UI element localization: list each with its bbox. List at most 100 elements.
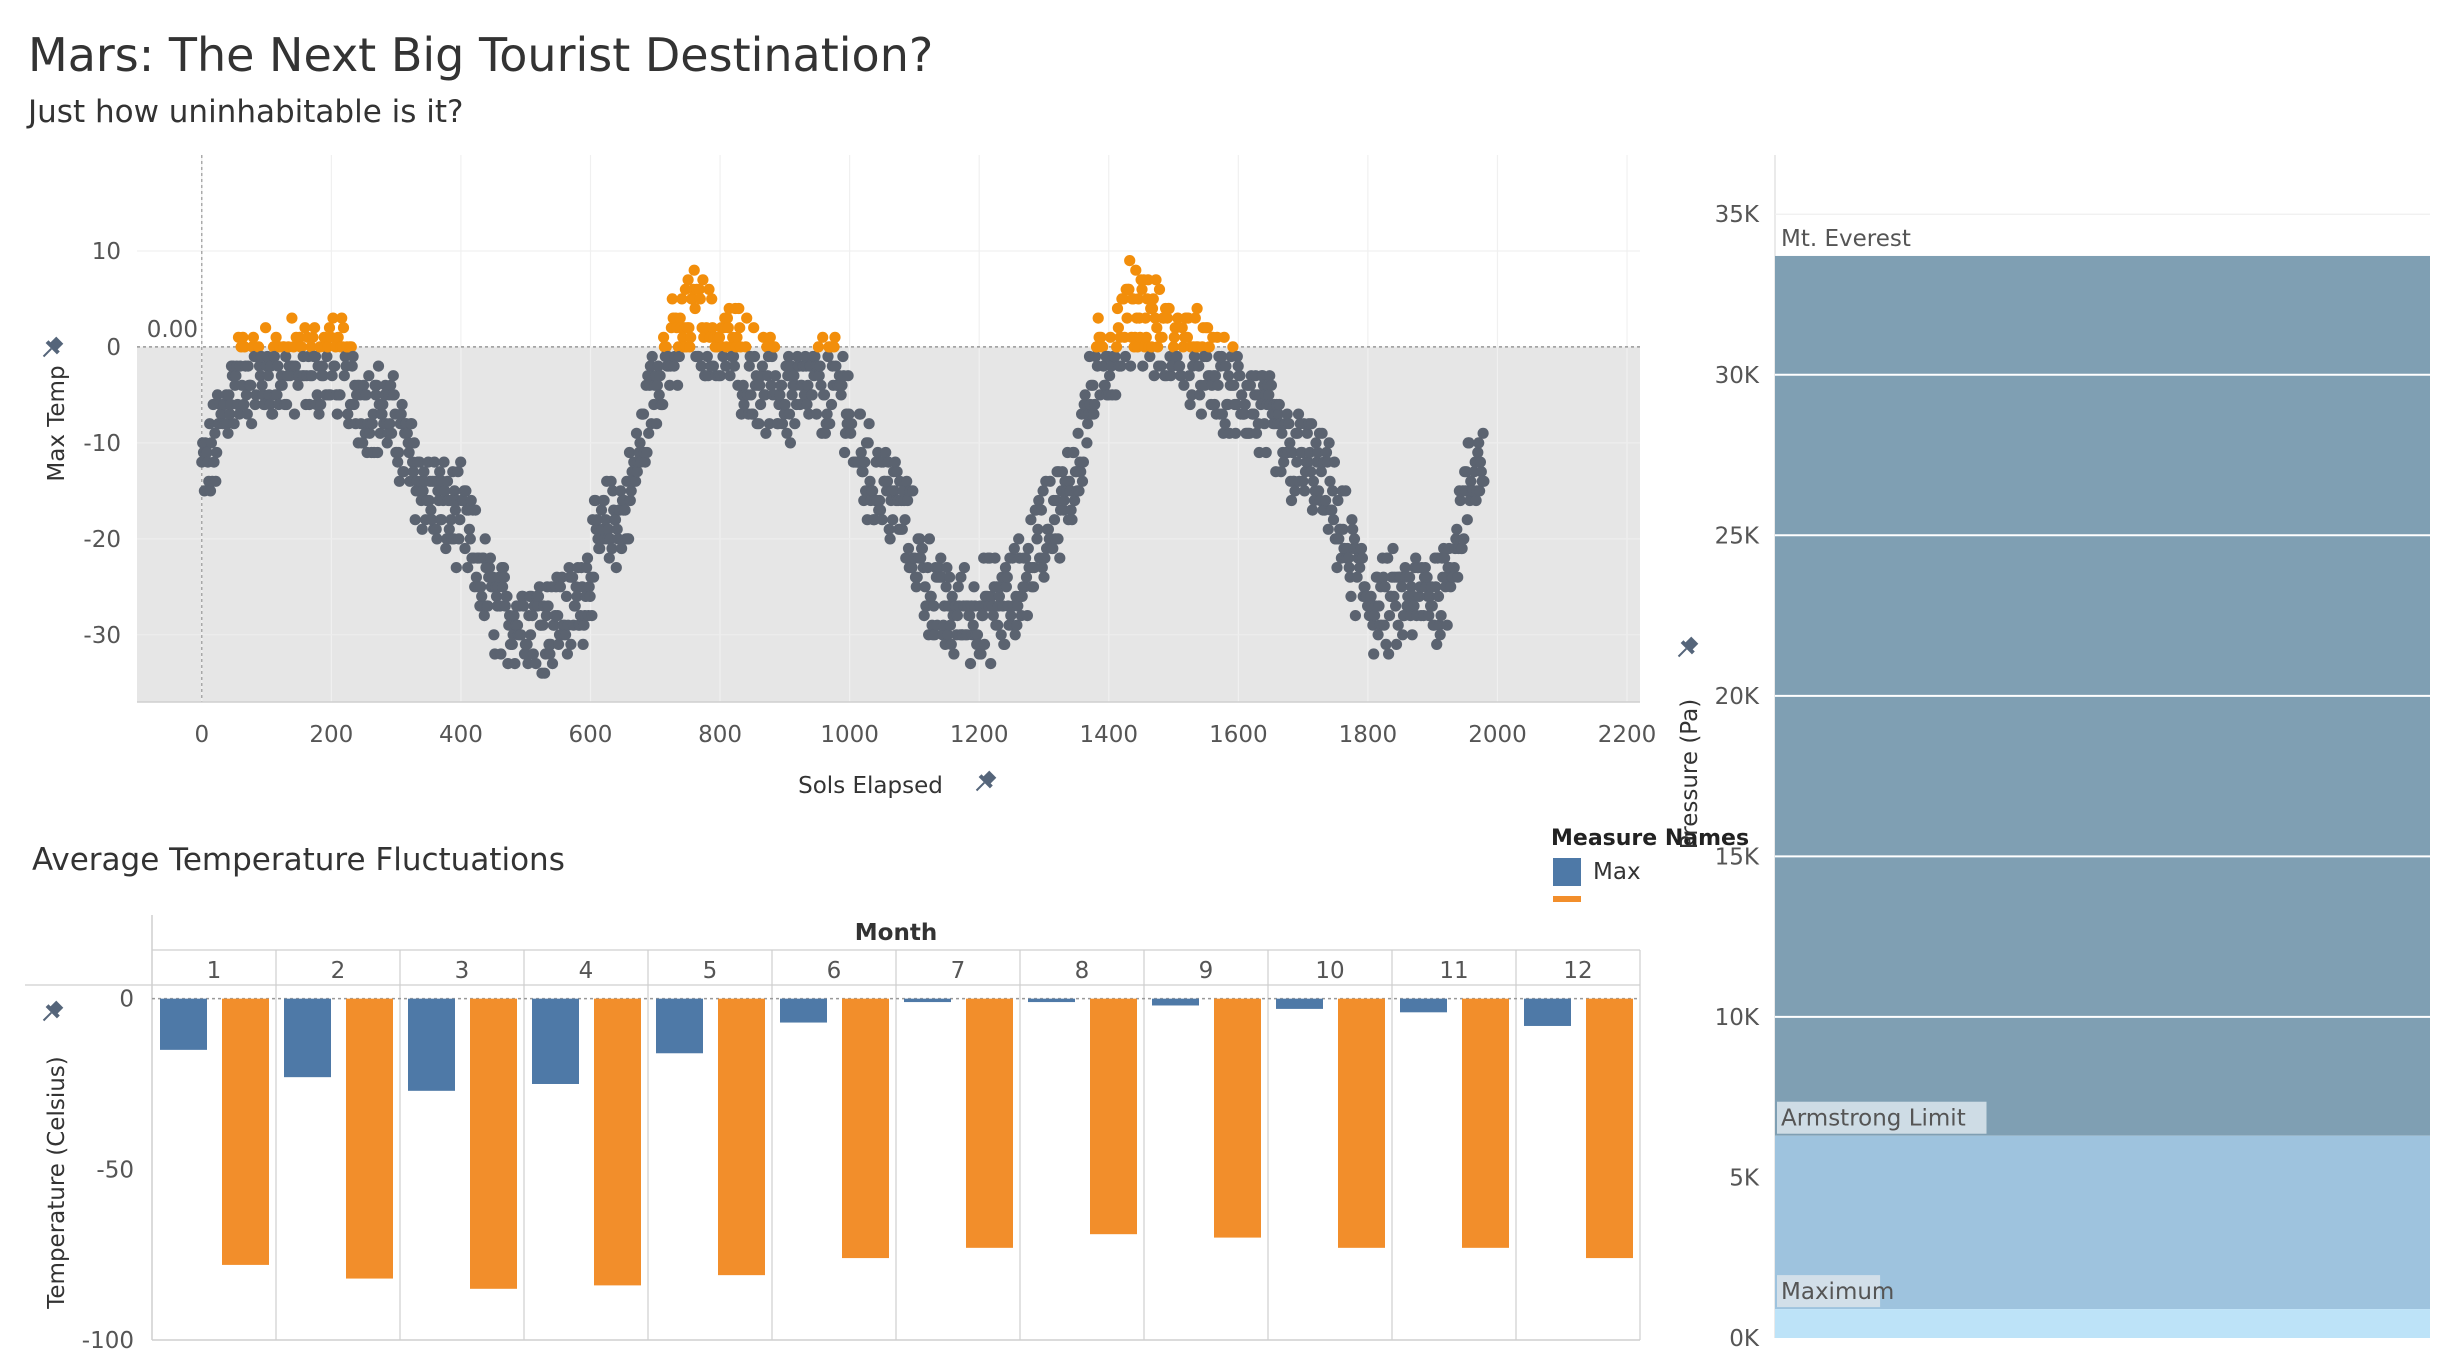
scatter-point[interactable]: [902, 494, 914, 507]
scatter-point[interactable]: [469, 504, 482, 516]
scatter-point[interactable]: [581, 552, 594, 564]
scatter-point[interactable]: [1036, 562, 1048, 574]
scatter-point[interactable]: [652, 360, 664, 372]
scatter-point[interactable]: [891, 466, 903, 478]
scatter-point[interactable]: [946, 590, 958, 603]
scatter-point[interactable]: [210, 475, 222, 487]
scatter-point[interactable]: [769, 341, 781, 353]
scatter-point[interactable]: [701, 350, 713, 363]
scatter-point[interactable]: [881, 475, 894, 487]
scatter-point[interactable]: [1209, 370, 1221, 382]
month-header-label[interactable]: 6: [827, 958, 842, 984]
scatter-point[interactable]: [475, 581, 487, 593]
scatter-point[interactable]: [532, 590, 545, 603]
scatter-point[interactable]: [556, 571, 568, 583]
scatter-point[interactable]: [1333, 533, 1345, 545]
scatter-point[interactable]: [783, 408, 796, 420]
scatter-point[interactable]: [560, 629, 572, 641]
scatter-point[interactable]: [567, 571, 579, 583]
scatter-point[interactable]: [337, 322, 350, 334]
scatter-point[interactable]: [506, 638, 518, 651]
scatter-point[interactable]: [868, 514, 880, 526]
scatter-point[interactable]: [366, 418, 378, 430]
scatter-point[interactable]: [623, 533, 635, 545]
month-header-label[interactable]: 10: [1315, 958, 1344, 984]
scatter-point[interactable]: [658, 331, 670, 343]
scatter-point[interactable]: [426, 514, 438, 526]
scatter-point[interactable]: [1089, 398, 1101, 411]
scatter-point[interactable]: [418, 466, 430, 478]
scatter-point[interactable]: [602, 523, 615, 535]
scatter-point[interactable]: [1238, 408, 1250, 420]
scatter-point[interactable]: [1020, 571, 1033, 583]
x-axis-title[interactable]: Sols Elapsed: [798, 773, 943, 799]
scatter-point[interactable]: [1124, 255, 1136, 267]
scatter-point[interactable]: [1320, 494, 1332, 507]
scatter-point[interactable]: [625, 485, 637, 497]
scatter-point[interactable]: [769, 370, 782, 382]
scatter-point[interactable]: [1327, 514, 1340, 526]
bar-min[interactable]: [966, 998, 1013, 1248]
max-temp-scatter-chart[interactable]: 0.00 0 200 400 600 800 1000 1200 1400 1600 1800 200…: [0, 0, 1690, 820]
scatter-point[interactable]: [208, 456, 220, 468]
scatter-point[interactable]: [630, 475, 642, 487]
scatter-point[interactable]: [526, 610, 539, 622]
scatter-point[interactable]: [288, 408, 301, 420]
scatter-point[interactable]: [1008, 542, 1020, 555]
scatter-point[interactable]: [237, 331, 249, 343]
scatter-point[interactable]: [1230, 427, 1242, 439]
scatter-point[interactable]: [683, 322, 695, 334]
scatter-point[interactable]: [1368, 648, 1380, 660]
scatter-point[interactable]: [316, 360, 329, 372]
scatter-point[interactable]: [759, 389, 771, 401]
scatter-point[interactable]: [476, 590, 488, 603]
scatter-point[interactable]: [783, 350, 795, 363]
scatter-point[interactable]: [338, 370, 350, 382]
scatter-point[interactable]: [242, 360, 254, 372]
scatter-point[interactable]: [392, 456, 404, 468]
scatter-point[interactable]: [764, 331, 776, 343]
scatter-point[interactable]: [408, 437, 420, 449]
scatter-point[interactable]: [201, 446, 213, 459]
scatter-point[interactable]: [1285, 494, 1298, 507]
scatter-point[interactable]: [697, 274, 709, 286]
scatter-point[interactable]: [837, 350, 849, 363]
scatter-point[interactable]: [542, 600, 554, 612]
scatter-point[interactable]: [560, 590, 573, 603]
scatter-point[interactable]: [211, 446, 223, 459]
scatter-point[interactable]: [434, 466, 446, 478]
scatter-point[interactable]: [1181, 331, 1193, 343]
scatter-point[interactable]: [452, 466, 464, 478]
scatter-point[interactable]: [1306, 504, 1319, 516]
scatter-point[interactable]: [409, 514, 421, 526]
scatter-point[interactable]: [271, 389, 283, 401]
scatter-point[interactable]: [874, 504, 887, 516]
scatter-point[interactable]: [714, 370, 727, 382]
scatter-point[interactable]: [289, 360, 301, 372]
scatter-point[interactable]: [1219, 418, 1231, 430]
scatter-point[interactable]: [612, 533, 624, 545]
bar-min[interactable]: [1090, 998, 1137, 1235]
scatter-point[interactable]: [828, 341, 840, 353]
scatter-point[interactable]: [1286, 446, 1298, 459]
scatter-point[interactable]: [222, 427, 234, 439]
scatter-point[interactable]: [781, 427, 793, 439]
scatter-point[interactable]: [470, 571, 482, 583]
scatter-point[interactable]: [864, 475, 876, 487]
scatter-point[interactable]: [1112, 322, 1124, 334]
scatter-point[interactable]: [929, 629, 941, 641]
scatter-point[interactable]: [1027, 581, 1040, 593]
scatter-point[interactable]: [1119, 350, 1131, 363]
scatter-point[interactable]: [571, 590, 583, 603]
scatter-point[interactable]: [331, 408, 343, 420]
scatter-point[interactable]: [971, 629, 984, 641]
scatter-point[interactable]: [586, 610, 598, 622]
scatter-point[interactable]: [643, 427, 655, 439]
scatter-point[interactable]: [1032, 523, 1044, 535]
scatter-point[interactable]: [403, 446, 415, 459]
scatter-point[interactable]: [880, 446, 892, 459]
scatter-point[interactable]: [673, 350, 685, 363]
scatter-point[interactable]: [985, 658, 997, 670]
scatter-point[interactable]: [1239, 398, 1251, 411]
scatter-point[interactable]: [1195, 408, 1207, 420]
